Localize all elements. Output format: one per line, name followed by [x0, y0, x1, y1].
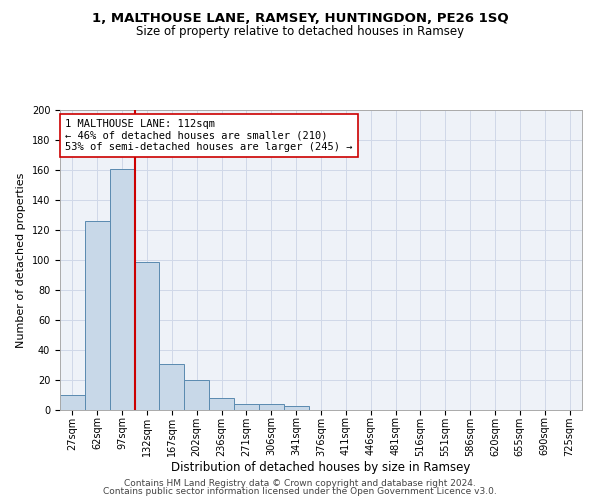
Text: Size of property relative to detached houses in Ramsey: Size of property relative to detached ho…: [136, 25, 464, 38]
Bar: [284, 406, 308, 410]
Text: Contains HM Land Registry data © Crown copyright and database right 2024.: Contains HM Land Registry data © Crown c…: [124, 478, 476, 488]
Bar: [60, 395, 85, 410]
Text: 1 MALTHOUSE LANE: 112sqm
← 46% of detached houses are smaller (210)
53% of semi-: 1 MALTHOUSE LANE: 112sqm ← 46% of detach…: [65, 119, 353, 152]
Bar: [234, 404, 259, 410]
Bar: [209, 398, 234, 410]
Bar: [110, 168, 134, 410]
Text: Contains public sector information licensed under the Open Government Licence v3: Contains public sector information licen…: [103, 487, 497, 496]
Y-axis label: Number of detached properties: Number of detached properties: [16, 172, 26, 348]
Bar: [184, 380, 209, 410]
Bar: [259, 404, 284, 410]
X-axis label: Distribution of detached houses by size in Ramsey: Distribution of detached houses by size …: [172, 462, 470, 474]
Text: 1, MALTHOUSE LANE, RAMSEY, HUNTINGDON, PE26 1SQ: 1, MALTHOUSE LANE, RAMSEY, HUNTINGDON, P…: [92, 12, 508, 26]
Bar: [160, 364, 184, 410]
Bar: [85, 221, 110, 410]
Bar: [134, 262, 160, 410]
